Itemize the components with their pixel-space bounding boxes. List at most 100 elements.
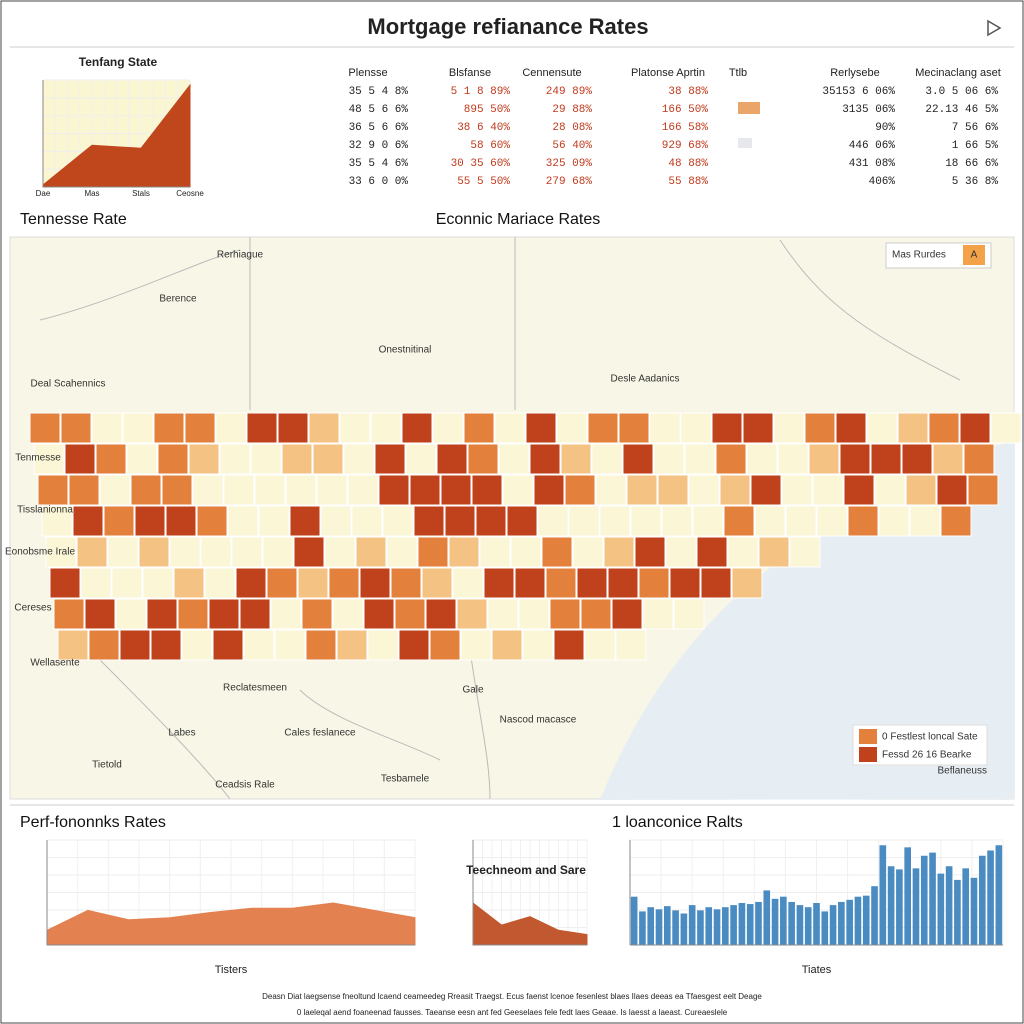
table-cell: 35153 6 06% — [822, 86, 895, 98]
bar — [945, 866, 953, 945]
table-cell: 895 50% — [464, 104, 511, 116]
county — [727, 536, 759, 568]
county — [874, 474, 906, 506]
play-button[interactable] — [987, 19, 1002, 37]
chart-title: Perf-fononnks Rates — [20, 814, 166, 831]
table-cell: 33 6 0 0% — [349, 176, 409, 188]
map-label: Ceadsis Rale — [215, 780, 275, 791]
county — [537, 505, 569, 537]
county — [700, 567, 732, 599]
bar — [879, 845, 887, 945]
county — [239, 598, 271, 630]
table-cell: 249 89% — [546, 86, 593, 98]
x-tick-label: Dae — [36, 189, 51, 198]
county — [80, 567, 112, 599]
county — [758, 536, 790, 568]
county — [746, 443, 778, 475]
county — [177, 598, 209, 630]
x-tick-label: Mas — [84, 189, 99, 198]
county — [386, 536, 418, 568]
county — [119, 629, 151, 661]
bar — [697, 910, 704, 945]
table-cell: 56 40% — [552, 140, 592, 152]
county — [843, 474, 875, 506]
bar — [887, 866, 895, 945]
county — [305, 629, 337, 661]
county — [413, 505, 445, 537]
county — [401, 412, 433, 444]
bar — [672, 910, 679, 945]
county — [289, 505, 321, 537]
county — [696, 536, 728, 568]
county — [60, 412, 92, 444]
county — [41, 505, 73, 537]
county — [847, 505, 879, 537]
legend-label: Beflaneuss — [938, 766, 987, 777]
county — [603, 536, 635, 568]
bar — [788, 901, 795, 945]
table-cell: 166 58% — [662, 122, 709, 134]
bar — [987, 850, 994, 945]
county — [483, 567, 515, 599]
table-cell: 5 36 8% — [952, 176, 999, 188]
county — [301, 598, 333, 630]
county — [878, 505, 910, 537]
county — [541, 536, 573, 568]
county — [84, 598, 116, 630]
county — [673, 598, 705, 630]
bar — [978, 855, 986, 945]
table-cell: 18 66 6% — [945, 158, 998, 170]
county — [165, 505, 197, 537]
county — [204, 567, 236, 599]
county — [522, 629, 554, 661]
county — [591, 443, 623, 475]
county — [99, 474, 131, 506]
county — [781, 474, 813, 506]
swatch — [738, 138, 752, 148]
table-cell: 36 5 6 6% — [349, 122, 409, 134]
map-label: Berence — [159, 294, 197, 305]
bar — [763, 890, 771, 945]
legend-label: Fessd 26 16 Bearke — [882, 750, 972, 761]
county — [405, 443, 437, 475]
map-label: Deal Scahennics — [30, 379, 105, 390]
county — [184, 412, 216, 444]
county — [870, 443, 902, 475]
county — [359, 567, 391, 599]
county — [545, 567, 577, 599]
bar — [688, 905, 696, 945]
county — [223, 474, 255, 506]
county — [95, 443, 127, 475]
county — [963, 443, 995, 475]
table-header: Rerlysebe — [830, 67, 880, 79]
county — [390, 567, 422, 599]
county — [219, 443, 251, 475]
county — [208, 598, 240, 630]
county — [835, 412, 867, 444]
county — [785, 505, 817, 537]
county — [587, 412, 619, 444]
county — [618, 412, 650, 444]
county — [491, 629, 523, 661]
county — [181, 629, 213, 661]
county — [115, 598, 147, 630]
table-header: Plensse — [348, 67, 387, 79]
county — [657, 474, 689, 506]
county — [72, 505, 104, 537]
county — [599, 505, 631, 537]
county — [607, 567, 639, 599]
county — [518, 598, 550, 630]
county — [688, 474, 720, 506]
county — [467, 443, 499, 475]
table-cell: 30 35 60% — [451, 158, 511, 170]
map-label: Gale — [462, 685, 484, 696]
table-header: Blsfanse — [449, 67, 491, 79]
county — [615, 629, 647, 661]
county — [29, 412, 61, 444]
chart-title: 1 loanconice Ralts — [612, 814, 743, 831]
footer-text: Deasn Diat laegsense fneoltund lcaend ce… — [262, 992, 762, 1001]
county — [456, 598, 488, 630]
county — [568, 505, 600, 537]
legend-label: A — [971, 250, 978, 261]
x-axis-label: Tisters — [215, 964, 248, 976]
